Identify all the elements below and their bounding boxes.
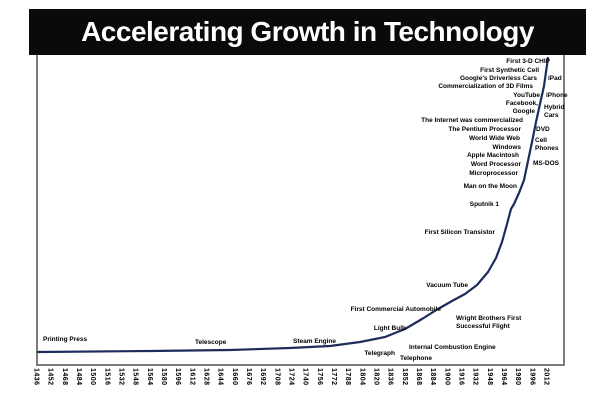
x-axis-tick-label: 1500 — [89, 368, 97, 386]
milestone-label: The Pentium Processor — [448, 126, 521, 133]
milestone-label: DVD — [536, 126, 550, 133]
x-axis-tick-label: 1628 — [202, 368, 210, 386]
x-axis-tick-label: 1660 — [230, 368, 238, 386]
x-axis-tick-label: 1612 — [188, 368, 196, 386]
x-axis-tick-label: 1916 — [457, 368, 465, 386]
x-axis-tick-label: 1788 — [344, 368, 352, 386]
x-axis-tick-label: 1932 — [471, 368, 479, 386]
milestone-label: Hybrid Cars — [544, 104, 565, 119]
milestone-label: Google's Driverless Cars — [459, 75, 537, 82]
milestone-label: Telephone — [399, 355, 432, 362]
milestone-label: Vacuum Tube — [426, 282, 468, 289]
milestone-label: The Internet was commercialized — [421, 117, 523, 124]
milestone-label: Man on the Moon — [463, 183, 517, 190]
x-axis-tick-label: 1884 — [429, 368, 437, 386]
milestone-label: Windows — [492, 144, 521, 151]
milestone-label: First Synthetic Cell — [480, 67, 539, 74]
x-axis-tick-label: 1836 — [386, 368, 394, 386]
milestone-label: iPad — [548, 75, 562, 82]
x-axis-tick-label: 1676 — [245, 368, 252, 386]
milestone-label: Steam Engine — [293, 338, 336, 345]
x-axis-tick-label: 2012 — [542, 368, 550, 386]
milestone-label: Telescope — [195, 339, 227, 346]
x-axis-tick-label: 1900 — [443, 368, 451, 386]
milestone-label: YouTube — [513, 92, 540, 99]
milestone-label: iPhone — [546, 92, 568, 99]
x-axis-tick-label: 1580 — [160, 368, 167, 386]
x-axis-tick-label: 1644 — [216, 368, 224, 386]
milestone-label: Wright Brothers First Successful Flight — [456, 315, 522, 330]
x-axis-tick-label: 1740 — [301, 368, 309, 386]
milestone-label: Internal Combustion Engine — [409, 344, 496, 351]
chart-title: Accelerating Growth in Technology — [81, 16, 534, 47]
x-axis-tick-label: 1484 — [75, 368, 82, 386]
milestone-label: Word Processor — [470, 161, 521, 168]
milestone-label: Printing Press — [43, 336, 88, 343]
milestone-label: First 3-D CHIP — [506, 58, 550, 65]
milestone-label: Google — [512, 108, 535, 115]
milestone-label: First Silicon Transistor — [424, 229, 495, 236]
x-axis-tick-label: 1692 — [259, 368, 267, 386]
milestone-label: Facebook, — [505, 100, 538, 107]
x-axis-tick-label: 1804 — [358, 368, 366, 386]
milestone-label: Commercialization of 3D Films — [438, 83, 533, 90]
x-axis-tick-label: 1964 — [500, 368, 507, 386]
milestone-label: MS-DOS — [533, 160, 559, 167]
x-axis-tick-label: 1708 — [273, 368, 281, 386]
x-axis-tick-label: 1948 — [485, 368, 493, 386]
x-axis-tick-label: 1820 — [372, 368, 380, 386]
x-axis-tick-label: 1596 — [174, 368, 182, 386]
x-axis-tick-label: 1452 — [46, 368, 54, 386]
chart-title-banner: Accelerating Growth in Technology — [29, 9, 586, 55]
x-axis-tick-label: 1516 — [103, 368, 111, 386]
x-axis-tick-label: 1996 — [528, 368, 536, 386]
x-axis-tick-label: 1868 — [415, 368, 422, 386]
x-axis-tick-label: 1724 — [287, 368, 295, 386]
x-axis-tick-label: 1564 — [145, 368, 153, 386]
x-axis-tick-label: 1468 — [60, 368, 68, 386]
x-axis-tick-label: 1532 — [117, 368, 125, 386]
x-axis-tick-label: 1548 — [131, 368, 139, 386]
milestone-label: Sputnik 1 — [469, 201, 499, 208]
milestone-label: Cell Phones — [535, 137, 559, 152]
milestone-label: Light Bulb — [373, 325, 406, 332]
x-axis-tick-label: 1436 — [32, 368, 40, 386]
milestone-label: Apple Macintosh — [466, 152, 519, 159]
milestone-label: Telegraph — [364, 350, 395, 357]
milestone-label: Microprocessor — [469, 170, 518, 177]
x-axis-tick-label: 1852 — [400, 368, 408, 386]
milestone-label: World Wide Web — [469, 135, 520, 142]
x-axis-tick-label: 1756 — [315, 368, 323, 386]
milestone-label: First Commercial Automobile — [350, 306, 441, 313]
x-axis-tick-label: 1772 — [330, 368, 337, 386]
x-axis-tick-label: 1980 — [514, 368, 522, 386]
